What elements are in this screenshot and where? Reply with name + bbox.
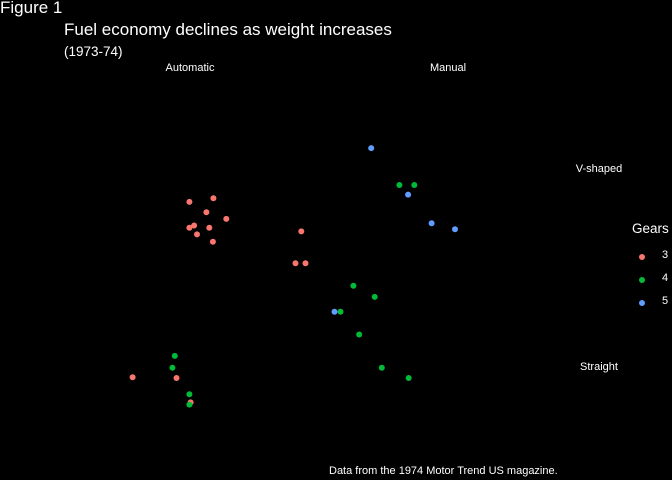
chart-subtitle: (1973-74) bbox=[64, 44, 123, 59]
legend-label: 5 bbox=[662, 295, 669, 307]
legend-title: Gears bbox=[632, 221, 669, 236]
facet-label-automatic: Automatic bbox=[166, 62, 215, 74]
data-point bbox=[428, 220, 435, 227]
data-point bbox=[209, 238, 216, 245]
data-point bbox=[337, 308, 344, 315]
data-point bbox=[396, 182, 403, 188]
data-point bbox=[350, 282, 357, 289]
facet-label-straight: Straight bbox=[580, 361, 618, 373]
legend-swatch bbox=[639, 254, 645, 260]
data-point bbox=[292, 260, 299, 267]
data-point bbox=[302, 260, 309, 267]
legend-swatch bbox=[639, 300, 645, 306]
data-point bbox=[171, 352, 178, 359]
data-point bbox=[186, 224, 193, 231]
data-point bbox=[223, 215, 230, 222]
data-point bbox=[405, 191, 412, 198]
chart-title: Fuel economy declines as weight increase… bbox=[64, 20, 392, 39]
data-point bbox=[331, 308, 338, 315]
facet-label-v-shaped: V-shaped bbox=[576, 163, 622, 175]
data-point bbox=[452, 226, 458, 233]
chart-caption: Data from the 1974 Motor Trend US magazi… bbox=[329, 465, 558, 477]
data-point bbox=[191, 222, 198, 229]
legend-label: 4 bbox=[662, 272, 669, 284]
data-point bbox=[298, 228, 305, 235]
data-point bbox=[173, 375, 180, 381]
facet-label-manual: Manual bbox=[430, 62, 466, 74]
data-point bbox=[411, 182, 418, 188]
data-point bbox=[371, 293, 378, 300]
data-point bbox=[169, 364, 176, 371]
data-point bbox=[186, 198, 193, 205]
data-point bbox=[378, 364, 385, 371]
data-point bbox=[356, 331, 363, 338]
data-point bbox=[405, 375, 412, 381]
legend-label: 3 bbox=[662, 249, 669, 261]
data-point bbox=[210, 195, 217, 202]
data-point bbox=[203, 209, 210, 216]
data-point bbox=[368, 145, 375, 152]
data-point bbox=[206, 224, 213, 231]
figure-tag: Figure 1 bbox=[0, 0, 63, 17]
legend-swatch bbox=[639, 277, 645, 283]
data-point bbox=[186, 401, 193, 408]
data-point bbox=[186, 391, 193, 398]
data-point bbox=[129, 374, 136, 381]
data-point bbox=[194, 231, 200, 238]
